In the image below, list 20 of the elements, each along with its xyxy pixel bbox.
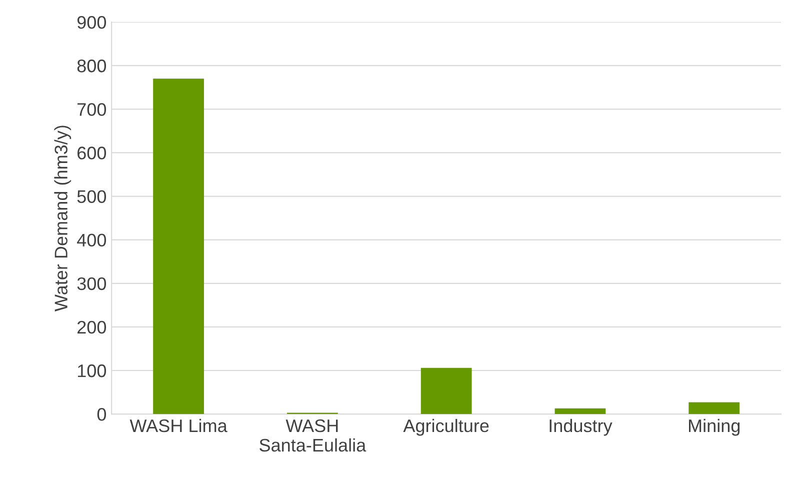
x-tick-label: WASH Santa-Eulalia bbox=[260, 419, 366, 452]
y-tick-label: 300 bbox=[77, 277, 106, 290]
y-tick-label: 200 bbox=[78, 320, 106, 334]
y-axis-title: Water Demand (hm3/y) bbox=[54, 126, 72, 312]
y-tick-label: 0 bbox=[97, 408, 106, 421]
y-tick-label: 800 bbox=[77, 60, 106, 72]
x-tick-label: Mining bbox=[689, 418, 740, 436]
bar bbox=[554, 408, 606, 414]
y-tick-label: 900 bbox=[77, 16, 106, 29]
x-tick-label: Agriculture bbox=[403, 418, 489, 436]
x-tick-label: WASH Lima bbox=[130, 418, 228, 432]
y-tick-label: 600 bbox=[78, 146, 106, 160]
bar bbox=[153, 78, 204, 414]
x-tick-label: Industry bbox=[550, 418, 612, 436]
y-tick-label: 100 bbox=[78, 364, 106, 378]
bar bbox=[420, 368, 472, 414]
y-tick-label: 400 bbox=[77, 234, 106, 247]
y-tick-label: 500 bbox=[77, 190, 106, 203]
bar bbox=[688, 402, 740, 414]
y-tick-label: 700 bbox=[78, 103, 106, 116]
